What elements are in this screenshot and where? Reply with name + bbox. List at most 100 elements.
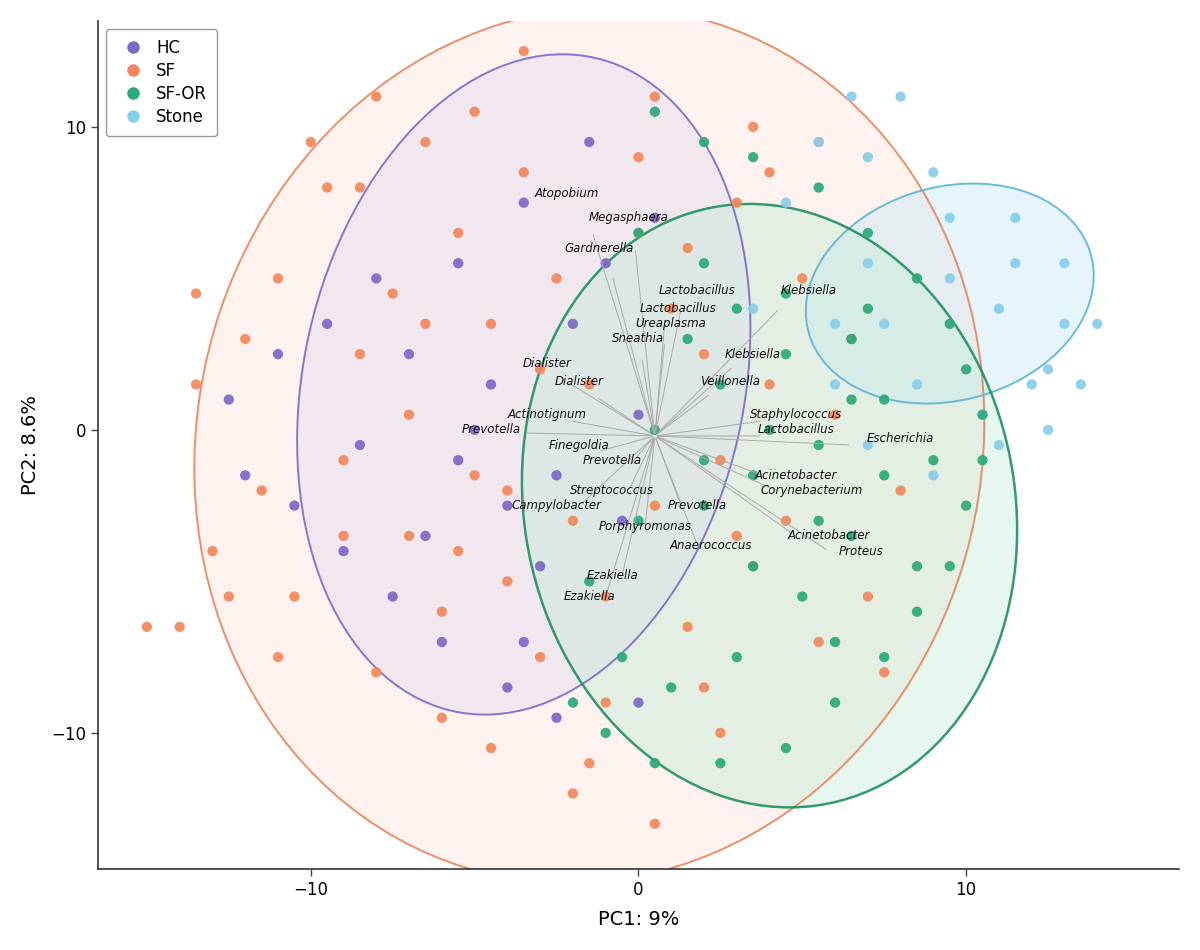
Text: Corynebacterium: Corynebacterium bbox=[761, 484, 863, 497]
Point bbox=[695, 680, 714, 695]
Point bbox=[580, 574, 599, 589]
Point bbox=[186, 377, 205, 392]
Point bbox=[596, 725, 616, 740]
Point bbox=[449, 225, 468, 240]
Point bbox=[596, 695, 616, 711]
Text: Lactobacillus: Lactobacillus bbox=[659, 284, 736, 297]
Point bbox=[646, 89, 665, 104]
Point bbox=[809, 180, 828, 195]
Point bbox=[220, 392, 239, 408]
X-axis label: PC1: 9%: PC1: 9% bbox=[598, 910, 679, 929]
Point bbox=[858, 301, 877, 316]
Point bbox=[284, 498, 304, 513]
Point bbox=[481, 316, 500, 332]
Point bbox=[744, 149, 763, 164]
Point bbox=[367, 89, 386, 104]
Point bbox=[695, 452, 714, 467]
Legend: HC, SF, SF-OR, Stone: HC, SF, SF-OR, Stone bbox=[106, 29, 217, 136]
Point bbox=[1038, 362, 1057, 377]
Point bbox=[350, 180, 370, 195]
Point bbox=[760, 423, 779, 438]
Point bbox=[744, 467, 763, 483]
Point bbox=[432, 711, 451, 726]
Text: Dialister: Dialister bbox=[522, 357, 571, 370]
Point bbox=[629, 408, 648, 423]
Point bbox=[563, 513, 582, 528]
Ellipse shape bbox=[194, 7, 984, 884]
Point bbox=[924, 164, 943, 180]
Point bbox=[400, 347, 419, 362]
Point bbox=[629, 695, 648, 711]
Point bbox=[956, 362, 976, 377]
Point bbox=[301, 135, 320, 150]
Point bbox=[695, 498, 714, 513]
Point bbox=[661, 301, 680, 316]
Point bbox=[1006, 210, 1025, 225]
Point bbox=[334, 543, 353, 559]
Point bbox=[646, 210, 665, 225]
Point bbox=[744, 120, 763, 135]
Point bbox=[269, 650, 288, 665]
Point bbox=[466, 467, 485, 483]
Point bbox=[809, 135, 828, 150]
Point bbox=[842, 528, 862, 543]
Point bbox=[695, 135, 714, 150]
Point bbox=[220, 589, 239, 604]
Point bbox=[432, 635, 451, 650]
Point bbox=[940, 271, 959, 286]
Point bbox=[432, 604, 451, 619]
Point bbox=[776, 195, 796, 210]
Point bbox=[646, 104, 665, 120]
Text: Staphylococcus: Staphylococcus bbox=[750, 408, 842, 421]
Point bbox=[940, 210, 959, 225]
Point bbox=[170, 619, 190, 635]
Text: Lactobacillus: Lactobacillus bbox=[640, 302, 716, 315]
Point bbox=[973, 452, 992, 467]
Point bbox=[678, 240, 697, 256]
Point bbox=[727, 301, 746, 316]
Point bbox=[842, 332, 862, 347]
Point bbox=[350, 347, 370, 362]
Text: Prevotella: Prevotella bbox=[583, 454, 642, 466]
Point bbox=[563, 786, 582, 801]
Point bbox=[793, 271, 812, 286]
Point bbox=[1038, 423, 1057, 438]
Point bbox=[727, 528, 746, 543]
Point bbox=[563, 695, 582, 711]
Point bbox=[875, 392, 894, 408]
Point bbox=[727, 650, 746, 665]
Point bbox=[678, 332, 697, 347]
Point bbox=[1055, 316, 1074, 332]
Point bbox=[809, 135, 828, 150]
Point bbox=[334, 528, 353, 543]
Point bbox=[334, 452, 353, 467]
Point bbox=[284, 589, 304, 604]
Point bbox=[744, 301, 763, 316]
Point bbox=[956, 498, 976, 513]
Point bbox=[907, 271, 926, 286]
Point bbox=[367, 665, 386, 680]
Point bbox=[629, 149, 648, 164]
Point bbox=[907, 604, 926, 619]
Point bbox=[498, 680, 517, 695]
Point bbox=[466, 104, 485, 120]
Text: Prevotella: Prevotella bbox=[668, 499, 727, 512]
Point bbox=[498, 498, 517, 513]
Point bbox=[760, 377, 779, 392]
Point bbox=[875, 467, 894, 483]
Point bbox=[530, 559, 550, 574]
Point bbox=[367, 271, 386, 286]
Point bbox=[695, 347, 714, 362]
Point bbox=[646, 816, 665, 831]
Point bbox=[826, 635, 845, 650]
Point bbox=[875, 665, 894, 680]
Point bbox=[858, 225, 877, 240]
Text: Klebsiella: Klebsiella bbox=[781, 284, 836, 297]
Point bbox=[203, 543, 222, 559]
Point bbox=[580, 135, 599, 150]
Point bbox=[416, 316, 436, 332]
Text: Proteus: Proteus bbox=[839, 544, 883, 558]
Text: Ezakiella: Ezakiella bbox=[587, 569, 638, 581]
Point bbox=[416, 135, 436, 150]
Point bbox=[383, 589, 402, 604]
